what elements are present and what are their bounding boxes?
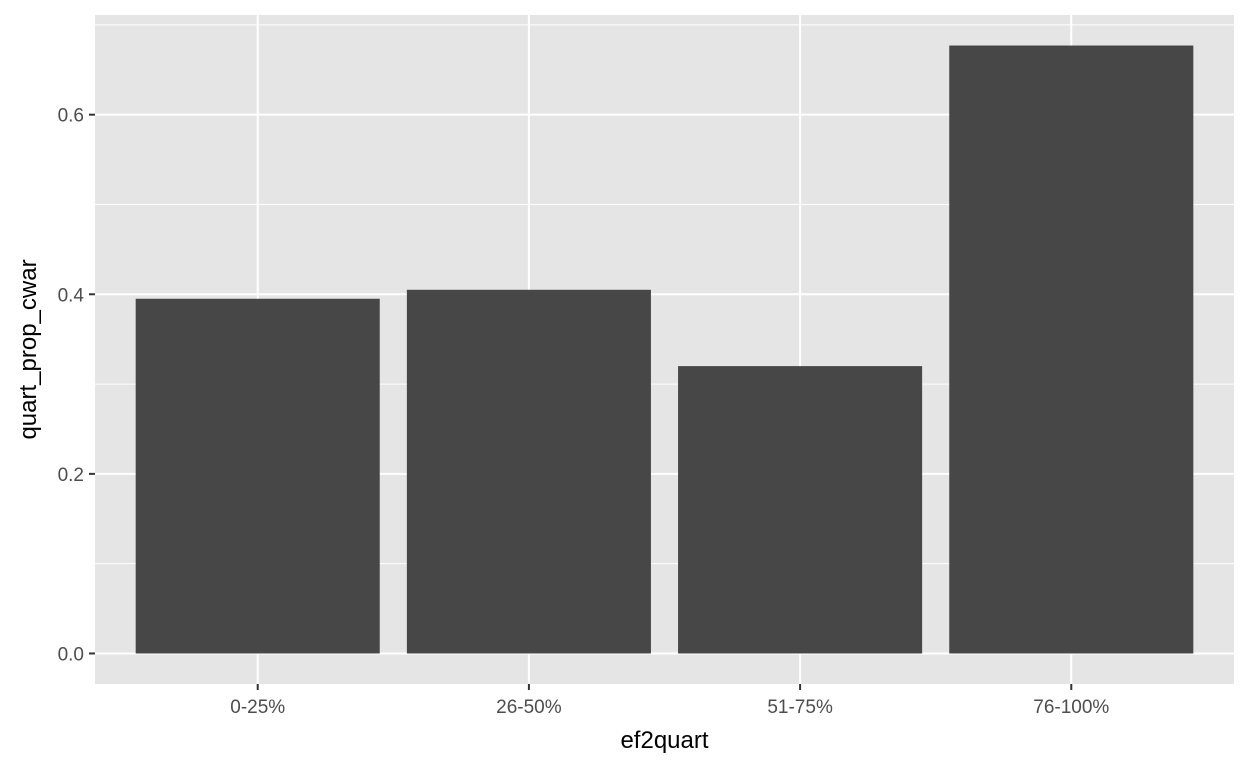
x-tick-label: 51-75% <box>767 697 833 718</box>
bar <box>406 289 651 654</box>
y-tick-label: 0.2 <box>58 465 84 486</box>
x-tick-label: 26-50% <box>496 697 562 718</box>
x-axis-title: ef2quart <box>620 727 708 754</box>
y-tick-label: 0.4 <box>58 285 85 306</box>
bar <box>135 298 380 654</box>
x-tick-label: 0-25% <box>230 697 285 718</box>
bar <box>678 366 923 654</box>
y-tick-label: 0.0 <box>58 644 84 665</box>
x-axis: 0-25% 26-50% 51-75% 76-100% <box>230 684 1109 718</box>
y-axis: 0.0 0.2 0.4 0.6 <box>58 106 95 665</box>
x-tick-label: 76-100% <box>1033 697 1109 718</box>
bars <box>135 45 1194 654</box>
y-axis-title: quart_prop_cwar <box>15 259 42 439</box>
bar <box>949 45 1194 654</box>
y-tick-label: 0.6 <box>58 106 84 127</box>
